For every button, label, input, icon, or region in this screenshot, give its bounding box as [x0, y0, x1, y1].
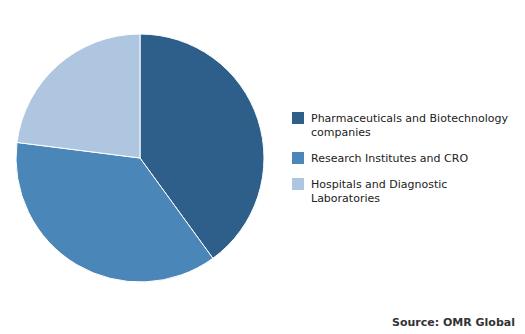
legend-label-line: Laboratories	[311, 192, 380, 205]
chart: Pharmaceuticals and Biotechnologycompani…	[0, 0, 525, 334]
legend-swatch	[292, 112, 304, 124]
legend-label-line: Hospitals and Diagnostic	[311, 178, 447, 191]
pie	[16, 34, 264, 282]
pie-slice	[17, 34, 140, 158]
legend-item: Pharmaceuticals and Biotechnologycompani…	[292, 112, 508, 139]
legend-swatch	[292, 178, 304, 190]
source-text: Source: OMR Global	[392, 316, 515, 329]
legend-label-line: companies	[311, 126, 371, 139]
legend: Pharmaceuticals and Biotechnologycompani…	[292, 112, 508, 205]
legend-swatch	[292, 152, 304, 164]
legend-label: Research Institutes and CRO	[311, 152, 468, 165]
legend-label: Hospitals and DiagnosticLaboratories	[311, 178, 447, 205]
legend-label-line: Pharmaceuticals and Biotechnology	[311, 112, 508, 125]
legend-label: Pharmaceuticals and Biotechnologycompani…	[311, 112, 508, 139]
pie-slice	[16, 142, 213, 282]
legend-label-line: Research Institutes and CRO	[311, 152, 468, 165]
legend-item: Research Institutes and CRO	[292, 152, 468, 165]
legend-item: Hospitals and DiagnosticLaboratories	[292, 178, 447, 205]
